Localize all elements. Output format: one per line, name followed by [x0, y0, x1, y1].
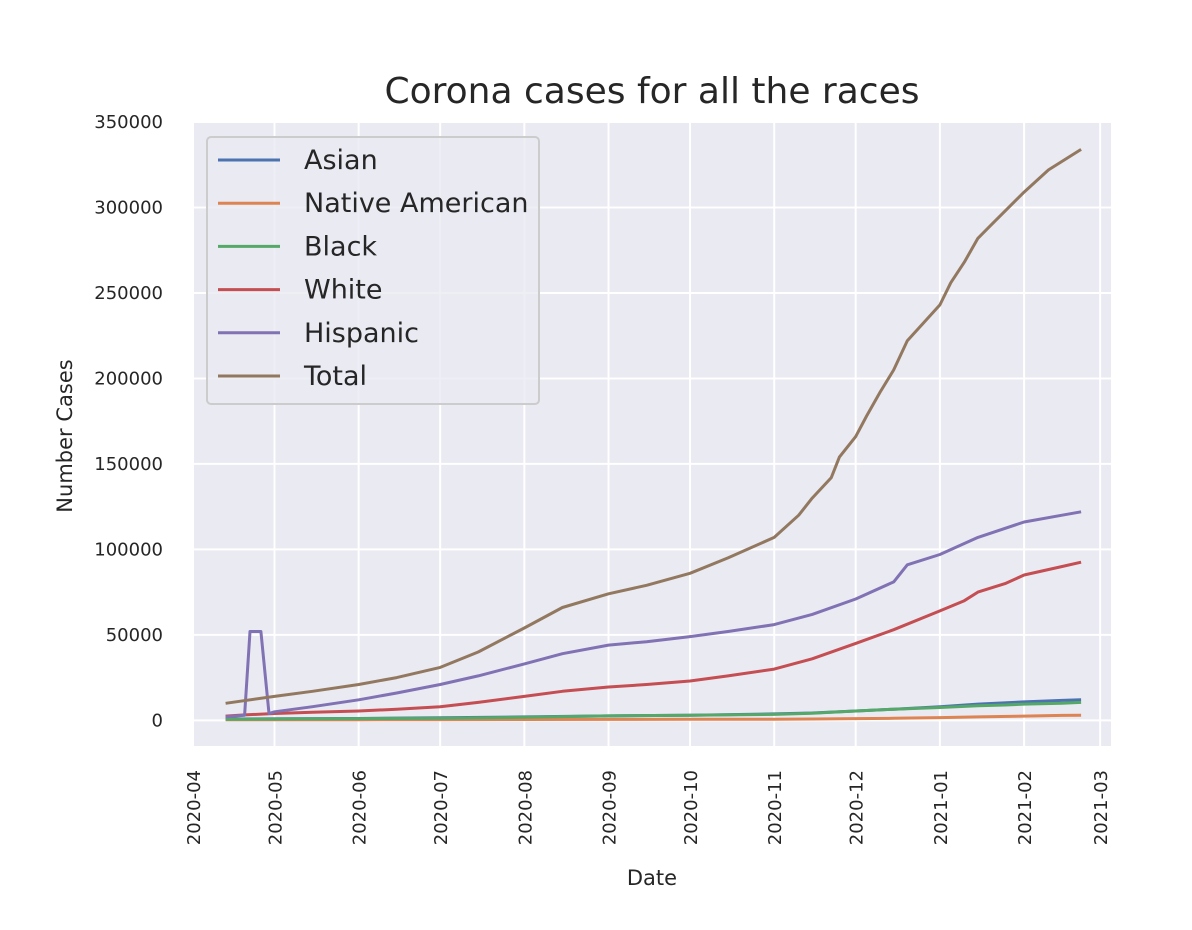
y-axis-label: Number Cases [53, 359, 77, 512]
y-tick-labels: 0 50000 100000 150000 200000 250000 300000 3500… [94, 112, 163, 731]
y-tick-label: 200000 [94, 368, 163, 389]
x-axis-label: Date [627, 866, 677, 890]
y-tick-label: 100000 [94, 539, 163, 560]
y-tick-label: 0 [152, 710, 163, 731]
y-tick-label: 150000 [94, 454, 163, 475]
legend-box [206, 136, 540, 405]
x-tick-label: 2020-09 [600, 770, 621, 845]
x-tick-label: 2021-01 [931, 770, 952, 845]
legend-label-hispanic: Hispanic [304, 318, 419, 349]
series-lines [225, 148, 1082, 722]
x-tick-label: 2020-11 [765, 770, 786, 845]
legend: Asian Native American Black White Hispanic To… [206, 136, 540, 405]
x-tick-label: 2020-12 [847, 770, 868, 845]
x-tick-label: 2020-10 [681, 770, 702, 845]
x-tick-label: 2020-07 [431, 770, 452, 845]
legend-label-native-american: Native American [304, 188, 529, 219]
series-line-white [225, 560, 1082, 718]
series-line-total [225, 148, 1082, 705]
y-tick-label: 300000 [94, 197, 163, 218]
legend-label-black: Black [304, 231, 377, 262]
x-tick-label: 2020-06 [350, 770, 371, 845]
x-tick-label: 2021-02 [1015, 770, 1036, 845]
series-line-hispanic [225, 510, 1082, 719]
y-tick-label: 350000 [94, 112, 163, 133]
x-tick-labels: 2020-04 2020-05 2020-06 2020-07 2020-08 2020-… [184, 770, 1112, 845]
x-tick-label: 2021-03 [1091, 770, 1112, 845]
chart-title: Corona cases for all the races [384, 71, 919, 112]
legend-label-total: Total [303, 361, 367, 392]
x-tick-label: 2020-05 [265, 770, 286, 845]
x-tick-label: 2020-04 [184, 770, 205, 845]
legend-label-asian: Asian [304, 145, 378, 176]
y-tick-label: 50000 [106, 625, 163, 646]
y-tick-label: 250000 [94, 283, 163, 304]
x-tick-label: 2020-08 [515, 770, 536, 845]
legend-label-white: White [304, 275, 383, 306]
series-line-black [225, 700, 1082, 721]
